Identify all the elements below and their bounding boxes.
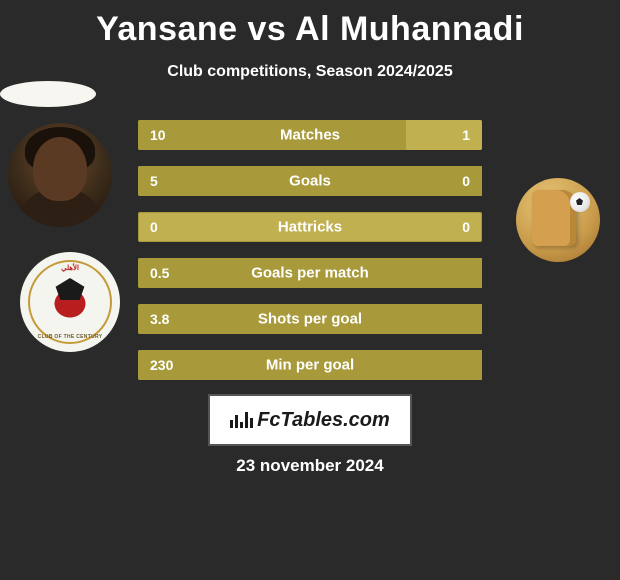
- page-subtitle: Club competitions, Season 2024/2025: [0, 63, 620, 81]
- stat-label: Min per goal: [266, 357, 354, 374]
- stat-row: 230 Min per goal: [138, 350, 482, 380]
- player1-club-badge: الأهلي CLUB OF THE CENTURY: [20, 252, 120, 352]
- player2-club-badge: [516, 178, 600, 262]
- stat-value-left: 0: [150, 219, 158, 235]
- stat-row: 5 Goals 0: [138, 166, 482, 196]
- stat-label: Goals per match: [251, 265, 369, 282]
- stat-label: Hattricks: [278, 219, 342, 236]
- stat-label: Matches: [280, 127, 340, 144]
- page-title: Yansane vs Al Muhannadi: [0, 0, 620, 49]
- stat-value-left: 10: [150, 127, 166, 143]
- date-label: 23 november 2024: [236, 456, 383, 476]
- stat-row: 0.5 Goals per match: [138, 258, 482, 288]
- stat-label: Shots per goal: [258, 311, 362, 328]
- player2-avatar: [0, 81, 96, 107]
- comparison-chart: 10 Matches 1 5 Goals 0 0 Hattricks 0 0.5 Goals per…: [138, 120, 482, 396]
- stat-label: Goals: [289, 173, 331, 190]
- player1-avatar: [8, 123, 112, 227]
- branding-box: FcTables.com: [208, 394, 412, 446]
- stat-value-left: 230: [150, 357, 173, 373]
- stat-value-left: 5: [150, 173, 158, 189]
- bar-right-fill: [406, 120, 482, 150]
- bar-left-fill: [138, 120, 406, 150]
- bar-chart-icon: [230, 412, 253, 428]
- stat-row: 3.8 Shots per goal: [138, 304, 482, 334]
- stat-value-right: 0: [462, 219, 470, 235]
- stat-row: 0 Hattricks 0: [138, 212, 482, 242]
- stat-value-left: 0.5: [150, 265, 169, 281]
- stat-value-left: 3.8: [150, 311, 169, 327]
- fctables-logo: FcTables.com: [230, 409, 390, 432]
- stat-row: 10 Matches 1: [138, 120, 482, 150]
- stat-value-right: 0: [462, 173, 470, 189]
- branding-text: FcTables.com: [257, 409, 390, 432]
- stat-value-right: 1: [462, 127, 470, 143]
